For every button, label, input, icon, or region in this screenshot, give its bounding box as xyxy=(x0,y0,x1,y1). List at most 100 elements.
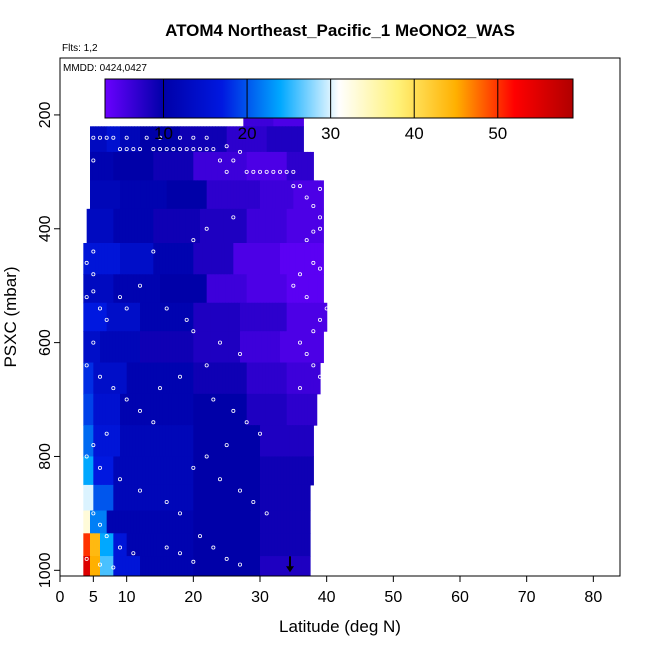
heatmap-cell xyxy=(172,510,177,534)
data-point xyxy=(164,499,169,504)
heatmap-cell xyxy=(202,484,207,512)
heatmap-cell xyxy=(184,243,188,275)
heatmap-cell xyxy=(101,126,105,153)
heatmap-cell xyxy=(223,456,228,486)
data-point xyxy=(244,420,249,425)
heatmap-cell xyxy=(89,243,94,275)
heatmap-cell xyxy=(160,362,164,395)
heatmap-cell xyxy=(170,208,175,244)
heatmap-cell xyxy=(148,556,153,577)
data-point xyxy=(311,229,316,234)
heatmap-cell xyxy=(142,510,147,534)
heatmap-cell xyxy=(221,180,226,210)
heatmap-cell xyxy=(159,425,164,457)
heatmap-cell xyxy=(314,208,318,244)
heatmap-cell xyxy=(295,484,299,512)
data-point xyxy=(291,283,296,288)
heatmap-cell xyxy=(216,302,221,332)
heatmap-cell xyxy=(178,484,183,512)
heatmap-cell xyxy=(210,331,215,364)
heatmap-cell xyxy=(298,556,302,577)
heatmap-cell xyxy=(277,243,281,275)
heatmap-cell xyxy=(258,362,263,395)
heatmap-cell xyxy=(257,302,262,332)
heatmap-cell xyxy=(159,151,164,181)
heatmap-cell xyxy=(292,393,297,426)
heatmap-cell xyxy=(173,208,178,244)
heatmap-cell xyxy=(214,151,218,181)
heatmap-cell xyxy=(246,393,251,426)
heatmap-cell xyxy=(147,362,152,395)
heatmap-cell xyxy=(208,393,212,426)
heatmap-cell xyxy=(160,274,164,304)
heatmap-cell xyxy=(118,331,123,364)
heatmap-cell xyxy=(163,302,168,332)
heatmap-cell xyxy=(110,274,114,304)
heatmap-cell xyxy=(98,243,103,275)
heatmap-cell xyxy=(193,151,197,181)
heatmap-cell xyxy=(117,425,121,457)
heatmap-cell xyxy=(268,533,273,557)
heatmap-cell xyxy=(235,456,240,486)
heatmap-cell xyxy=(298,151,303,181)
heatmap-cell xyxy=(254,180,258,210)
heatmap-cell xyxy=(92,510,97,534)
heatmap-cell xyxy=(113,533,118,557)
heatmap-cell xyxy=(275,126,280,153)
heatmap-cell xyxy=(232,533,237,557)
heatmap-cell xyxy=(301,362,306,395)
heatmap-cell xyxy=(86,274,90,304)
heatmap-cell xyxy=(298,393,303,426)
heatmap-cell xyxy=(241,456,246,486)
data-point xyxy=(177,147,182,152)
heatmap-cell xyxy=(277,456,282,486)
heatmap-cell xyxy=(155,180,159,210)
heatmap-cell xyxy=(189,274,193,304)
heatmap-cell xyxy=(138,533,143,557)
heatmap-cell xyxy=(102,393,106,426)
heatmap-cell xyxy=(255,274,260,304)
heatmap-cell xyxy=(136,510,141,534)
heatmap-cell xyxy=(187,302,191,332)
heatmap-cell xyxy=(127,510,132,534)
heatmap-cell xyxy=(214,510,219,534)
data-point xyxy=(217,340,222,345)
heatmap-cell xyxy=(106,302,111,332)
heatmap-cell xyxy=(280,456,285,486)
heatmap-cell xyxy=(320,208,324,244)
heatmap-cell xyxy=(251,302,256,332)
heatmap-cell xyxy=(104,243,109,275)
data-point xyxy=(177,551,182,556)
heatmap-cell xyxy=(241,484,246,512)
heatmap-cell xyxy=(134,484,138,512)
heatmap-cell xyxy=(271,425,276,457)
heatmap-cell xyxy=(260,302,264,332)
heatmap-cell xyxy=(193,556,197,577)
heatmap-cell xyxy=(199,243,204,275)
heatmap-cell xyxy=(144,533,149,557)
heatmap-cell xyxy=(104,484,109,512)
heatmap-cell xyxy=(145,274,149,304)
data-point xyxy=(237,149,242,154)
heatmap-cell xyxy=(211,510,216,534)
heatmap-cell xyxy=(172,533,176,557)
data-point xyxy=(137,147,142,152)
heatmap-cell xyxy=(269,180,273,210)
heatmap-cell xyxy=(295,302,300,332)
heatmap-cell xyxy=(119,151,124,181)
heatmap-cell xyxy=(187,243,191,275)
x-tick-label: 0 xyxy=(56,589,65,606)
heatmap-cell xyxy=(142,556,147,577)
data-point xyxy=(297,386,302,391)
heatmap-cell xyxy=(96,393,100,426)
data-point xyxy=(271,169,276,174)
heatmap-cell xyxy=(135,243,139,275)
heatmap-cell xyxy=(90,151,94,181)
heatmap-cell xyxy=(243,151,248,181)
heatmap-cell xyxy=(230,180,234,210)
colorbar-tick-label: 10 xyxy=(154,124,173,143)
heatmap-cell xyxy=(156,151,161,181)
heatmap-cell xyxy=(212,274,217,304)
x-tick-label: 60 xyxy=(451,589,469,606)
heatmap-cell xyxy=(240,362,245,395)
